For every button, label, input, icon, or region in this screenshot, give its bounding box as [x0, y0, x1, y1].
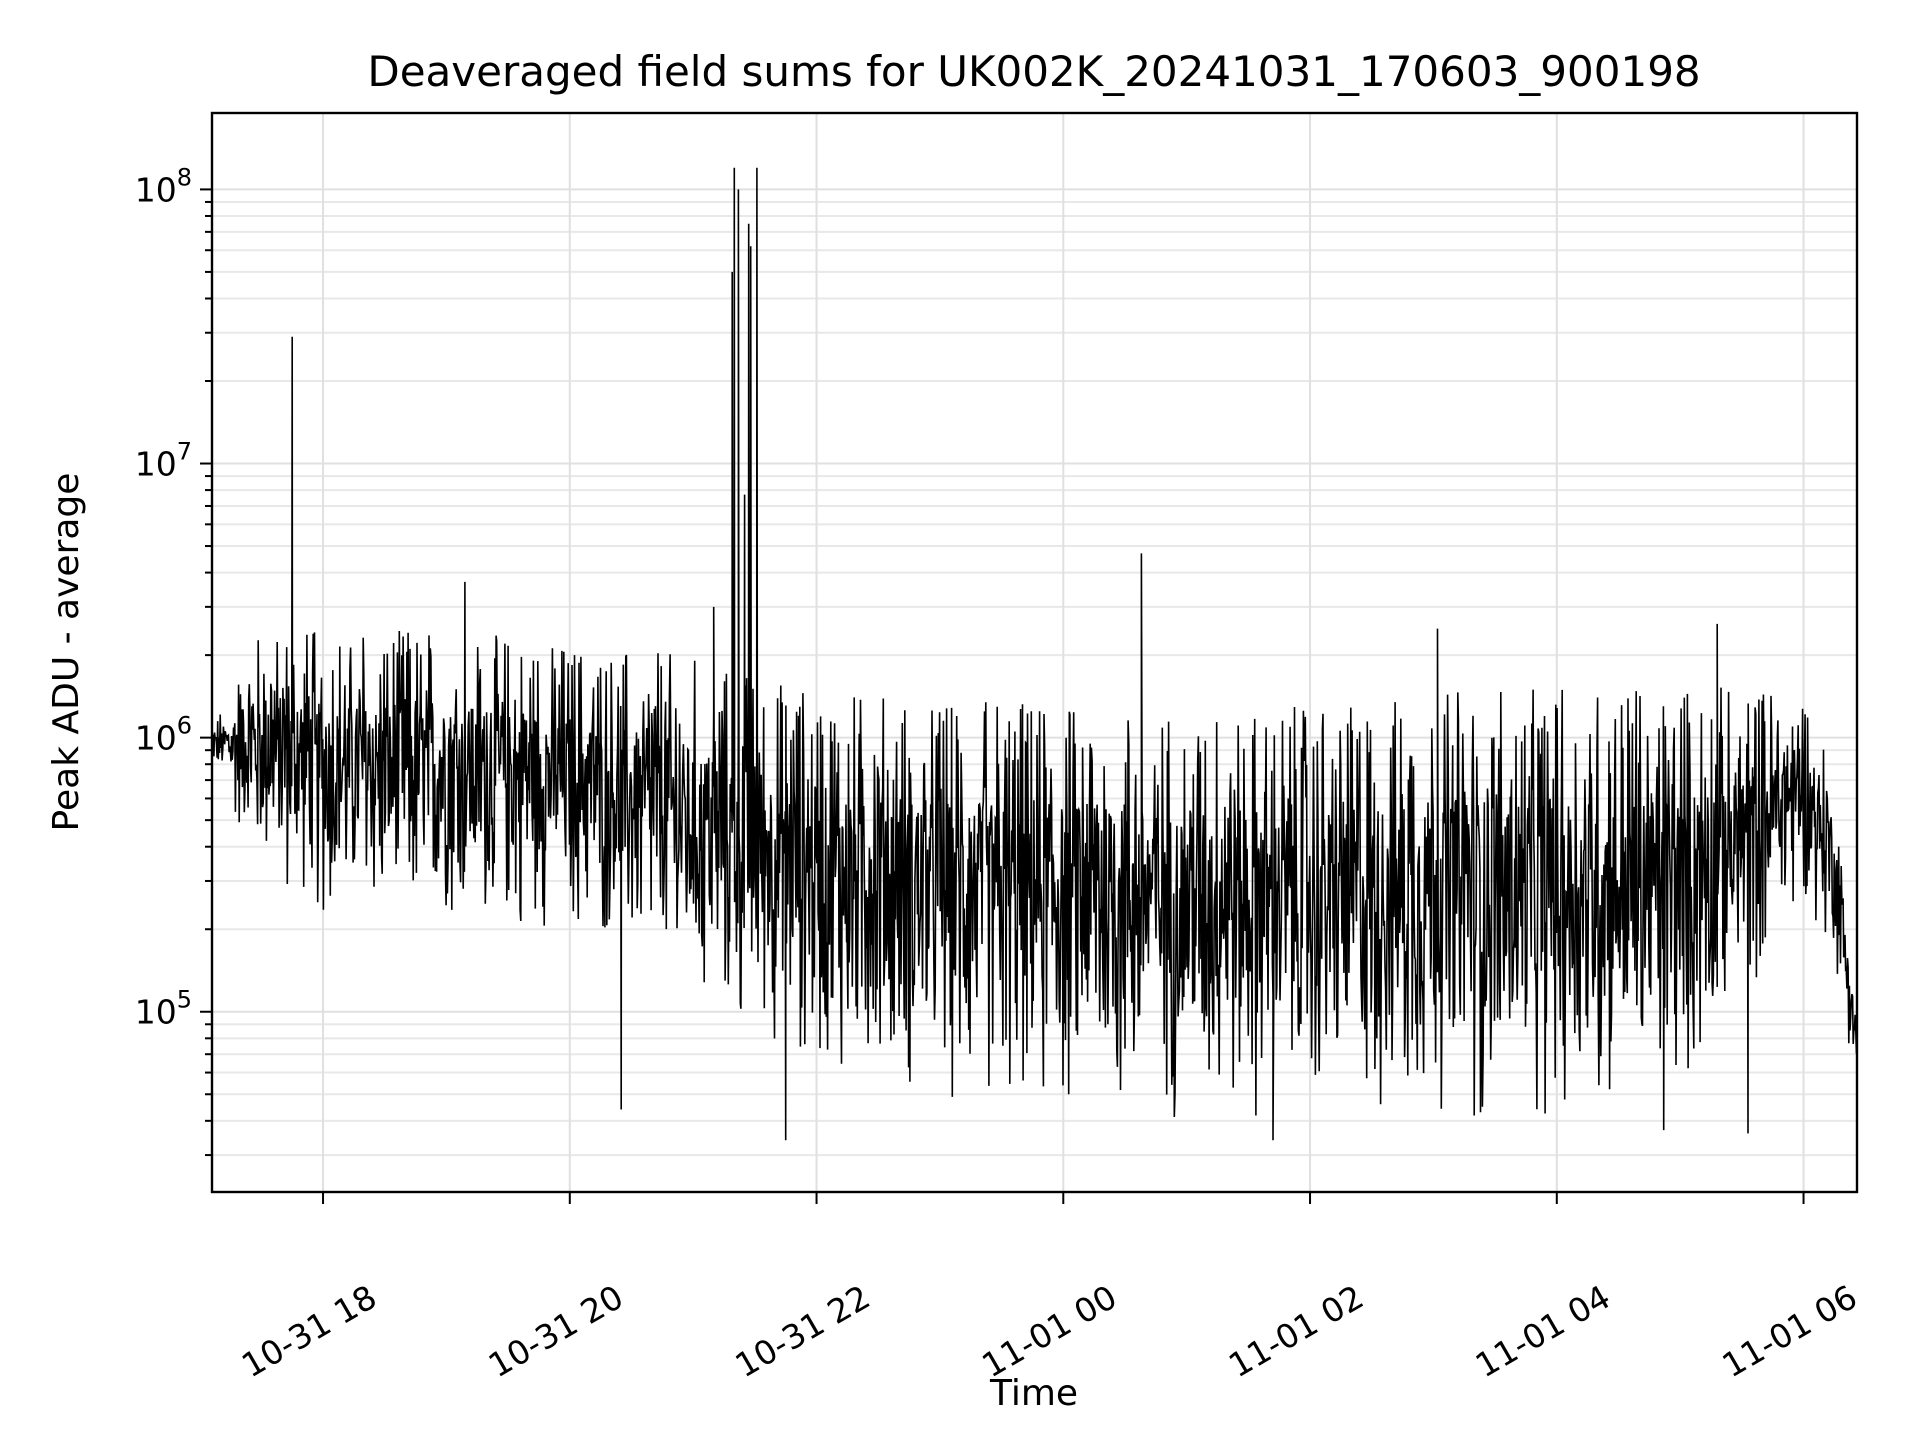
series-line [211, 167, 1858, 1141]
series-layer [211, 167, 1858, 1141]
y-tick-label: 105 [135, 986, 192, 1032]
chart-title: Deaveraged field sums for UK002K_2024103… [367, 47, 1700, 96]
y-tick-label: 108 [135, 163, 192, 209]
y-axis-label: Peak ADU - average [46, 473, 87, 832]
x-axis-label: Time [989, 1373, 1078, 1414]
y-tick-label: 107 [135, 438, 192, 484]
y-tick-label: 106 [135, 712, 192, 758]
plot-frame [210, 111, 1859, 1194]
